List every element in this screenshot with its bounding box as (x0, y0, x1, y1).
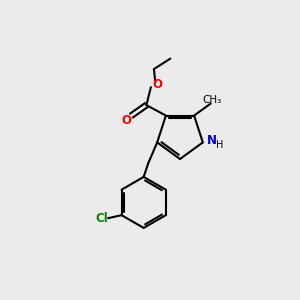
Text: H: H (216, 140, 223, 150)
Text: O: O (152, 78, 163, 91)
Text: N: N (207, 134, 217, 147)
Text: Cl: Cl (95, 212, 108, 225)
Text: O: O (121, 114, 131, 127)
Text: CH₃: CH₃ (202, 95, 222, 105)
